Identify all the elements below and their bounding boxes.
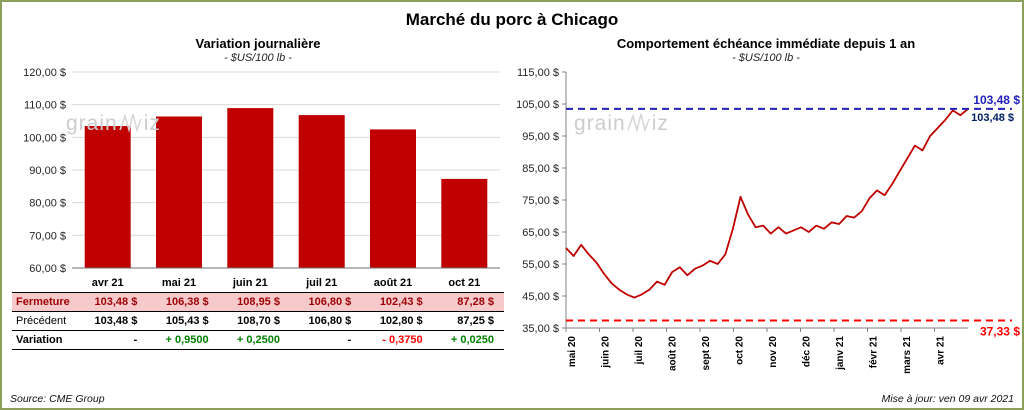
svg-text:103,48 $: 103,48 $ <box>971 112 1014 124</box>
row-value: 87,25 $ <box>432 311 504 331</box>
page-title: Marché du porc à Chicago <box>405 10 619 29</box>
row-value: - <box>289 330 362 350</box>
svg-text:sept 20: sept 20 <box>701 336 712 371</box>
row-value: 108,70 $ <box>218 311 290 331</box>
bar-chart-subtitle: - $US/100 lb - <box>224 52 292 64</box>
svg-text:65,00 $: 65,00 $ <box>522 227 559 239</box>
bar-chart-title: Variation journalière <box>195 36 321 51</box>
svg-text:oct 20: oct 20 <box>735 336 746 365</box>
table-row-variation: Variation - + 0,9500 + 0,2500- - 0,3750 + 0,0… <box>12 330 504 350</box>
source-note: Source: CME Group <box>10 393 105 405</box>
svg-text:35,00 $: 35,00 $ <box>522 323 559 335</box>
svg-text:juin 20: juin 20 <box>601 336 612 369</box>
svg-text:37,33 $: 37,33 $ <box>980 325 1020 339</box>
row-label: Précédent <box>12 311 76 331</box>
svg-text:85,00 $: 85,00 $ <box>522 163 559 175</box>
row-value: 103,48 $ <box>76 311 148 331</box>
line-chart-title: Comportement échéance immédiate depuis 1… <box>616 36 916 51</box>
svg-text:90,00 $: 90,00 $ <box>29 165 66 177</box>
svg-text:août 21: août 21 <box>374 277 413 289</box>
update-note: Mise à jour: ven 09 avr 2021 <box>881 393 1015 405</box>
svg-text:août 20: août 20 <box>668 336 679 371</box>
svg-text:95,00 $: 95,00 $ <box>522 131 559 143</box>
svg-text:mai 20: mai 20 <box>567 336 578 368</box>
svg-text:75,00 $: 75,00 $ <box>522 195 559 207</box>
svg-text:janv 21: janv 21 <box>835 336 846 371</box>
row-value: - 0,3750 <box>361 330 433 350</box>
svg-text:100,00 $: 100,00 $ <box>23 132 66 144</box>
row-value: + 0,2500 <box>218 330 290 350</box>
row-value: 106,80 $ <box>289 292 362 312</box>
svg-text:juil 21: juil 21 <box>305 277 337 289</box>
row-label: Variation <box>12 330 76 350</box>
svg-text:115,00 $: 115,00 $ <box>517 67 559 79</box>
row-value: 106,38 $ <box>147 292 219 312</box>
svg-text:mai 21: mai 21 <box>162 277 196 289</box>
line-chart-subtitle: - $US/100 lb - <box>732 52 800 64</box>
svg-text:110,00 $: 110,00 $ <box>24 100 66 112</box>
svg-text:juin 21: juin 21 <box>232 277 268 289</box>
svg-text:80,00 $: 80,00 $ <box>29 198 66 210</box>
row-value: 106,80 $ <box>289 311 362 331</box>
svg-text:60,00 $: 60,00 $ <box>29 263 66 275</box>
svg-text:juil 20: juil 20 <box>634 336 645 366</box>
row-value: - <box>76 330 148 350</box>
daily-variation-panel: Variation journalière - $US/100 lb - 60,… <box>8 36 508 350</box>
svg-text:120,00 $: 120,00 $ <box>23 67 66 79</box>
svg-text:45,00 $: 45,00 $ <box>522 291 559 303</box>
svg-text:mars 21: mars 21 <box>902 336 913 374</box>
svg-text:55,00 $: 55,00 $ <box>522 259 559 271</box>
svg-text:févr 21: févr 21 <box>869 336 880 369</box>
table-row-precedent: Précédent 103,48 $105,43 $108,70 $106,80 … <box>12 311 504 331</box>
svg-text:avr 21: avr 21 <box>936 336 947 365</box>
row-value: 105,43 $ <box>147 311 219 331</box>
row-value: 102,43 $ <box>361 292 433 312</box>
quotes-table-body: Fermeture 103,48 $106,38 $108,95 $106,80 … <box>12 292 504 350</box>
svg-text:nov 20: nov 20 <box>768 336 779 368</box>
svg-text:103,48 $: 103,48 $ <box>973 93 1020 107</box>
row-value: 102,80 $ <box>361 311 433 331</box>
svg-text:70,00 $: 70,00 $ <box>29 230 66 242</box>
trend-panel: Comportement échéance immédiate depuis 1… <box>510 36 1022 394</box>
table-row-fermeture: Fermeture 103,48 $106,38 $108,95 $106,80 … <box>12 292 504 312</box>
row-value: + 0,0250 <box>432 330 504 350</box>
svg-text:105,00 $: 105,00 $ <box>516 99 559 111</box>
svg-text:déc 20: déc 20 <box>802 336 813 368</box>
row-value: 108,95 $ <box>218 292 290 312</box>
row-label: Fermeture <box>12 292 76 312</box>
row-value: + 0,9500 <box>147 330 219 350</box>
svg-text:oct 21: oct 21 <box>448 277 480 289</box>
row-value: 87,28 $ <box>432 292 504 312</box>
quotes-table: Fermeture 103,48 $106,38 $108,95 $106,80 … <box>12 292 504 350</box>
svg-text:avr 21: avr 21 <box>92 277 124 289</box>
bar-chart: 60,00 $ 70,00 $ 80,00 $ 90,00 $ 100,00 $ 110,… <box>23 67 500 289</box>
line-chart: 35,00 $ 45,00 $ 55,00 $ 65,00 $ 75,00 $ 85,00… <box>516 67 1020 374</box>
row-value: 103,48 $ <box>76 292 148 312</box>
